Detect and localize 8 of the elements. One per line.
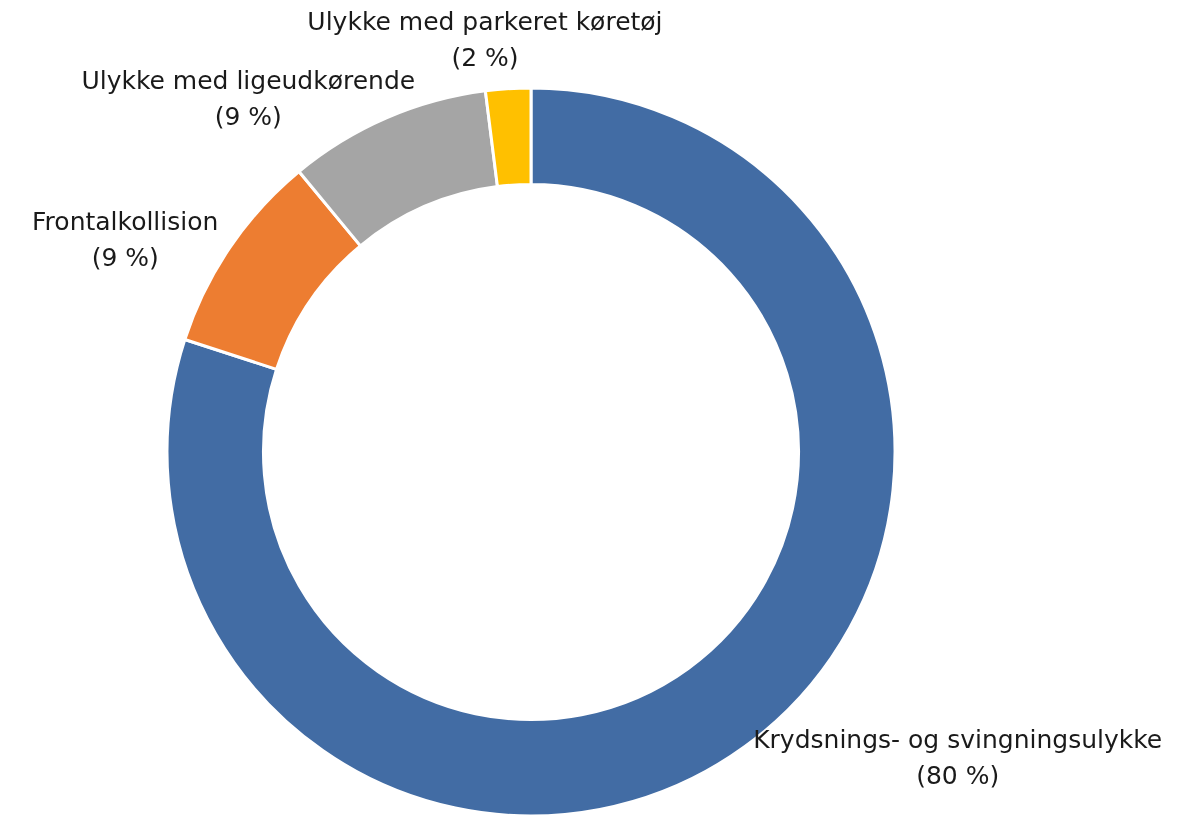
data-label: (9 %) bbox=[214, 102, 282, 132]
slice-label: Ulykke med parkeret køretøj bbox=[307, 6, 663, 36]
data-label: (80 %) bbox=[916, 761, 1000, 791]
slice-label: Frontalkollision bbox=[32, 207, 219, 237]
slice-label: Krydsnings- og svingningsulykke bbox=[753, 725, 1163, 755]
data-label: (9 %) bbox=[91, 243, 159, 273]
data-label: (2 %) bbox=[451, 42, 519, 72]
slice-label: Ulykke med ligeudkørende bbox=[81, 66, 416, 96]
